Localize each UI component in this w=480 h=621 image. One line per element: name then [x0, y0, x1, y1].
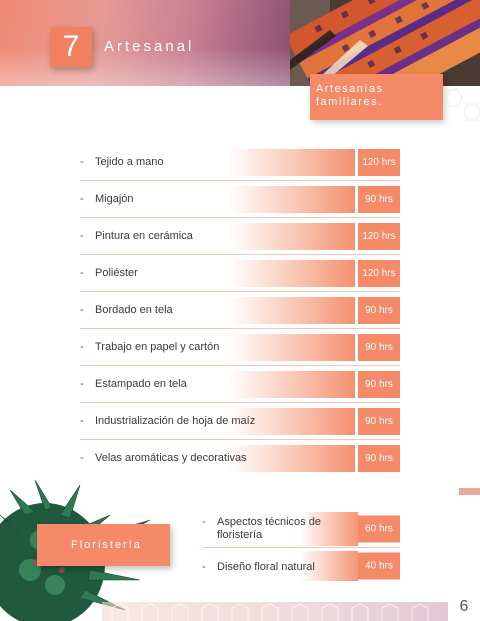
bottom-hexagon-pattern — [111, 603, 429, 621]
course-row: - Industrialización de hoja de maíz 90 hrs — [0, 408, 480, 435]
bullet-dash: - — [202, 561, 206, 573]
course-name: Estampado en tela — [95, 378, 187, 390]
course-hours-badge: 90 hrs — [358, 408, 400, 435]
bullet-dash: - — [80, 267, 84, 279]
course-name: Bordado en tela — [95, 304, 173, 316]
category-label-line1: Artesanías — [316, 83, 384, 95]
course-row-gradient — [300, 512, 358, 546]
bullet-dash: - — [80, 378, 84, 390]
course-name-line1: Aspectos técnicos de — [217, 516, 321, 528]
category-label-line2: familiares. — [316, 96, 383, 108]
floristeria-label: Floristería — [37, 524, 170, 566]
course-row-gradient — [228, 371, 355, 398]
course-hours-badge: 90 hrs — [358, 371, 400, 398]
header-banner — [0, 0, 290, 86]
section-title: Artesanal — [104, 38, 195, 55]
course-name: Pintura en cerámica — [95, 230, 193, 242]
course-name-line2: floristería — [217, 529, 263, 541]
course-hours-badge: 120 hrs — [358, 260, 400, 287]
category-label: Artesanías familiares. — [310, 74, 443, 120]
bullet-dash: - — [80, 304, 84, 316]
section-number: 7 — [50, 27, 92, 67]
course-name: Velas aromáticas y decorativas — [95, 452, 247, 464]
floristeria-course-row: - Aspectos técnicos de floristería 60 hrs — [0, 512, 480, 546]
side-accent-tab — [459, 488, 480, 495]
course-hours-badge: 90 hrs — [358, 445, 400, 472]
bullet-dash: - — [80, 230, 84, 242]
course-name: Trabajo en papel y cartón — [95, 341, 220, 353]
course-name: Migajón — [95, 193, 134, 205]
course-row-gradient — [228, 260, 355, 287]
row-divider — [80, 254, 400, 255]
course-row: - Estampado en tela 90 hrs — [0, 371, 480, 398]
course-row-gradient — [228, 149, 355, 176]
course-row: - Migajón 90 hrs — [0, 186, 480, 213]
row-divider — [202, 547, 400, 548]
course-hours-badge: 90 hrs — [358, 186, 400, 213]
row-divider — [80, 217, 400, 218]
bullet-dash: - — [202, 516, 206, 528]
course-row: - Trabajo en papel y cartón 90 hrs — [0, 334, 480, 361]
bullet-dash: - — [80, 156, 84, 168]
course-name: Poliéster — [95, 267, 138, 279]
row-divider — [80, 291, 400, 292]
row-divider — [80, 180, 400, 181]
course-row-gradient — [228, 297, 355, 324]
course-hours-badge: 120 hrs — [358, 149, 400, 176]
course-hours-badge: 40 hrs — [358, 552, 400, 580]
course-row: - Pintura en cerámica 120 hrs — [0, 223, 480, 250]
bullet-dash: - — [80, 452, 84, 464]
course-row: - Bordado en tela 90 hrs — [0, 297, 480, 324]
course-row: - Poliéster 120 hrs — [0, 260, 480, 287]
bottom-decorative-strip — [102, 602, 450, 621]
course-name: Diseño floral natural — [217, 561, 337, 574]
header-fade — [0, 0, 290, 86]
bullet-dash: - — [80, 193, 84, 205]
course-row: - Tejido a mano 120 hrs — [0, 149, 480, 176]
floristeria-course-row: - Diseño floral natural 40 hrs — [0, 551, 480, 581]
row-divider — [80, 328, 400, 329]
hexagon-pattern — [445, 89, 480, 121]
course-row-gradient — [228, 334, 355, 361]
bullet-dash: - — [80, 415, 84, 427]
course-row: - Velas aromáticas y decorativas 90 hrs — [0, 445, 480, 472]
course-hours-badge: 60 hrs — [358, 515, 400, 543]
course-name: Industrialización de hoja de maíz — [95, 415, 256, 427]
course-name-line1: Diseño floral natural — [217, 561, 315, 573]
course-hours-badge: 90 hrs — [358, 334, 400, 361]
page-number: 6 — [448, 592, 480, 621]
course-name: Tejido a mano — [95, 156, 164, 168]
course-hours-badge: 120 hrs — [358, 223, 400, 250]
course-row-gradient — [300, 551, 358, 581]
course-row-gradient — [228, 186, 355, 213]
row-divider — [80, 365, 400, 366]
bullet-dash: - — [80, 341, 84, 353]
course-row-gradient — [228, 223, 355, 250]
row-divider — [80, 402, 400, 403]
course-row-gradient — [228, 408, 355, 435]
course-name: Aspectos técnicos de floristería — [217, 516, 337, 542]
course-row-gradient — [228, 445, 355, 472]
row-divider — [80, 439, 400, 440]
course-hours-badge: 90 hrs — [358, 297, 400, 324]
